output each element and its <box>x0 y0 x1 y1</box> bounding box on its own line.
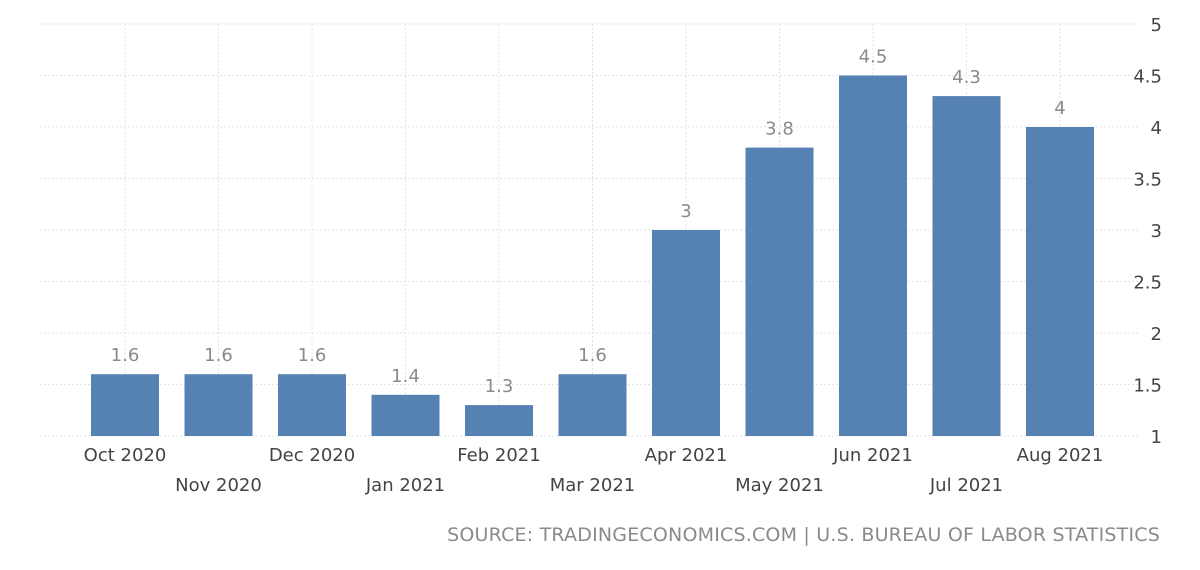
x-tick-label: Jul 2021 <box>929 475 1003 496</box>
bar-value-label: 3 <box>680 201 691 222</box>
y-tick-label: 3 <box>1151 221 1162 242</box>
bar <box>1026 127 1094 436</box>
x-tick-label: Feb 2021 <box>457 445 540 466</box>
y-tick-label: 2 <box>1151 324 1162 345</box>
bar-value-label: 1.4 <box>391 366 420 387</box>
y-tick-label: 3.5 <box>1133 170 1162 191</box>
x-tick-label: Jun 2021 <box>832 445 913 466</box>
x-tick-label: Aug 2021 <box>1017 445 1104 466</box>
x-tick-label: Oct 2020 <box>84 445 167 466</box>
bar-value-label: 1.3 <box>485 376 514 397</box>
bar <box>278 374 346 436</box>
bar <box>652 230 720 436</box>
y-tick-label: 2.5 <box>1133 273 1162 294</box>
bar-value-label: 4.3 <box>952 67 981 88</box>
x-tick-label: Mar 2021 <box>550 475 636 496</box>
bar-value-label: 3.8 <box>765 119 794 140</box>
y-tick-label: 5 <box>1151 15 1162 36</box>
x-tick-label: Apr 2021 <box>645 445 728 466</box>
x-tick-label: Jan 2021 <box>365 475 445 496</box>
bar-value-label: 1.6 <box>111 345 140 366</box>
bar <box>184 374 253 436</box>
bar <box>558 374 627 436</box>
bar-value-label: 1.6 <box>204 345 233 366</box>
x-tick-label: Dec 2020 <box>269 445 355 466</box>
bar-value-label: 4.5 <box>859 47 888 68</box>
bar-value-label: 4 <box>1054 98 1065 119</box>
y-tick-label: 1.5 <box>1133 376 1162 397</box>
source-caption: SOURCE: TRADINGECONOMICS.COM | U.S. BURE… <box>447 524 1160 546</box>
y-tick-label: 1 <box>1151 427 1162 448</box>
y-tick-label: 4 <box>1151 118 1162 139</box>
y-tick-label: 4.5 <box>1133 67 1162 88</box>
x-tick-label: Nov 2020 <box>175 475 262 496</box>
bar <box>745 147 814 436</box>
bar <box>932 96 1001 436</box>
bar-value-label: 1.6 <box>578 345 607 366</box>
x-tick-label: May 2021 <box>735 475 824 496</box>
bar <box>465 405 533 436</box>
bar <box>371 394 440 436</box>
bar <box>91 374 159 436</box>
bar <box>839 75 907 436</box>
bar-value-label: 1.6 <box>298 345 327 366</box>
